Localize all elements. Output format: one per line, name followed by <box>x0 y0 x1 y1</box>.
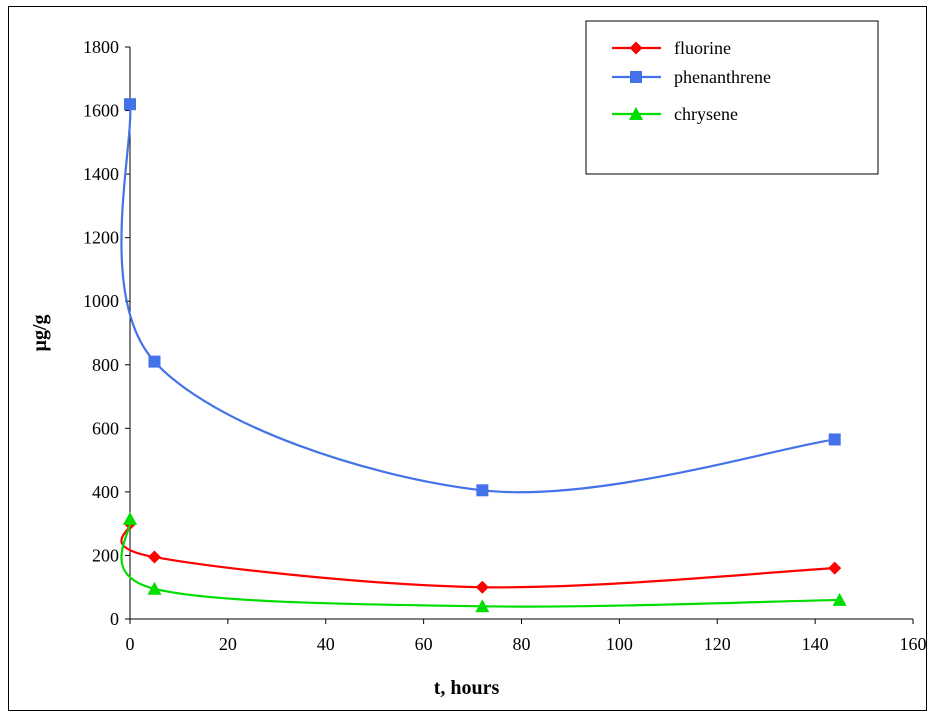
series-phenanthrene <box>120 98 841 497</box>
x-tick-label: 60 <box>415 634 433 654</box>
data-point-fluorine <box>147 550 161 564</box>
legend-label: chrysene <box>674 104 738 124</box>
legend-label: fluorine <box>674 38 731 58</box>
x-tick-label: 100 <box>606 634 633 654</box>
y-tick-label: 1000 <box>83 291 119 311</box>
series-line-chrysene <box>120 518 840 608</box>
y-tick-label: 600 <box>92 418 119 438</box>
data-point-phenanthrene <box>476 484 489 497</box>
data-point-phenanthrene <box>124 98 136 111</box>
x-axis-ticks: 0 20 40 60 80 100 120 140 160 <box>126 619 927 654</box>
legend: fluorine phenanthrene chrysene <box>585 20 879 175</box>
legend-swatch-marker <box>629 107 643 120</box>
series-fluorine <box>120 517 842 594</box>
x-tick-label: 20 <box>219 634 237 654</box>
legend-entry-fluorine: fluorine <box>612 38 731 58</box>
data-point-chrysene <box>147 581 162 595</box>
legend-swatch-marker <box>629 41 643 55</box>
y-tick-label: 200 <box>92 545 119 565</box>
data-point-chrysene <box>475 599 490 613</box>
data-point-chrysene <box>832 592 847 606</box>
x-tick-label: 0 <box>126 634 135 654</box>
series-line-phenanthrene <box>120 104 835 494</box>
y-axis-title: µg/g <box>29 314 51 351</box>
y-tick-label: 1200 <box>83 228 119 248</box>
y-tick-label: 1600 <box>83 101 119 121</box>
x-axis-title: t, hours <box>434 677 500 699</box>
y-axis-ticks: 0 200 400 600 800 1000 1200 1400 1600 1800 <box>83 37 130 629</box>
x-tick-label: 120 <box>704 634 731 654</box>
x-tick-label: 160 <box>900 634 927 654</box>
y-tick-label: 1400 <box>83 164 119 184</box>
series-chrysene <box>120 511 847 613</box>
y-tick-label: 0 <box>110 609 119 629</box>
data-point-chrysene <box>123 511 137 525</box>
legend-label: phenanthrene <box>674 67 771 87</box>
x-tick-label: 140 <box>802 634 829 654</box>
data-point-phenanthrene <box>148 355 161 368</box>
data-point-fluorine <box>475 580 489 594</box>
data-point-phenanthrene <box>828 433 841 446</box>
y-tick-label: 400 <box>92 482 119 502</box>
legend-entry-chrysene: chrysene <box>612 104 738 124</box>
series-layer <box>120 98 847 613</box>
y-tick-label: 800 <box>92 355 119 375</box>
y-tick-label: 1800 <box>83 37 119 57</box>
x-tick-label: 40 <box>317 634 335 654</box>
series-line-fluorine <box>120 523 835 589</box>
legend-box <box>585 20 879 175</box>
legend-swatch-marker <box>630 71 642 83</box>
legend-entry-phenanthrene: phenanthrene <box>612 67 771 87</box>
x-tick-label: 80 <box>513 634 531 654</box>
data-point-fluorine <box>828 561 842 575</box>
